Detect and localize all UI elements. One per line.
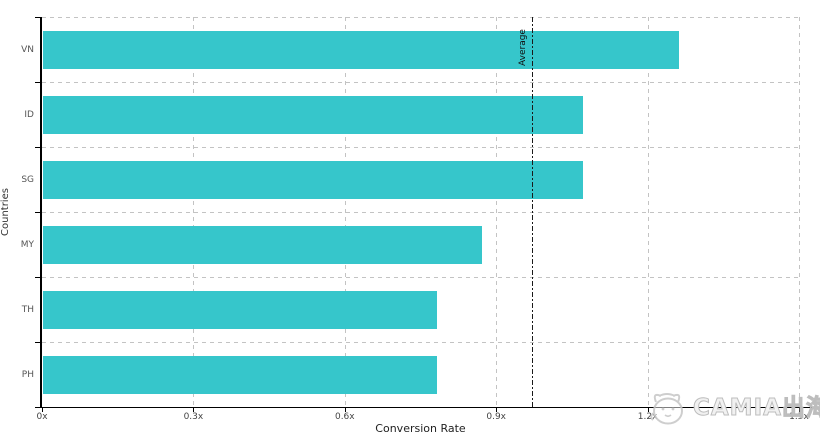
bar-sg [43, 160, 583, 199]
x-tick-label: 0.9x [486, 412, 506, 422]
x-axis-title: Conversion Rate [375, 422, 466, 435]
camia-mascot-logo-icon [650, 393, 683, 425]
average-line-label: Average [517, 29, 528, 66]
y-gridline [42, 17, 799, 18]
x-tick-mark [647, 407, 649, 412]
x-tick-label: 0.6x [334, 412, 355, 422]
y-tick-mark [35, 212, 40, 213]
y-gridline [42, 82, 799, 83]
bar-th [43, 290, 437, 329]
bar-ph [43, 355, 437, 394]
x-tick-label: 0.3x [183, 412, 204, 422]
bar-my [43, 225, 483, 264]
y-tick-mark [35, 82, 40, 83]
y-axis-line [40, 17, 42, 407]
x-tick-mark [42, 407, 43, 412]
x-tick-label: 1.2x [637, 412, 658, 422]
x-tick-mark [496, 407, 498, 412]
y-tick-mark [35, 147, 40, 148]
y-tick-label: MY [20, 239, 34, 250]
y-tick-label: SG [21, 174, 34, 185]
x-tick-mark [799, 407, 800, 412]
watermark: CAMIA出海 [644, 389, 820, 427]
x-gridline [496, 17, 498, 407]
y-gridline [42, 277, 799, 278]
x-gridline [344, 17, 346, 407]
x-axis-line [40, 407, 818, 408]
x-tick-label: 0x [36, 412, 48, 422]
y-gridline [42, 212, 799, 213]
x-tick-mark [193, 407, 195, 412]
y-tick-label: VN [21, 44, 34, 55]
y-tick-mark [35, 407, 40, 408]
watermark-text: CAMIA出海 [693, 395, 820, 422]
y-tick-mark [35, 342, 40, 343]
y-gridline [42, 342, 799, 343]
x-tick-mark [344, 407, 346, 412]
bar-vn [43, 30, 679, 69]
y-tick-mark [35, 277, 40, 278]
y-tick-mark [35, 17, 40, 18]
y-tick-label: ID [24, 109, 34, 120]
y-gridline [42, 147, 799, 148]
y-tick-label: PH [21, 369, 34, 380]
x-gridline [799, 17, 800, 407]
bar-id [43, 95, 583, 134]
x-gridline [193, 17, 195, 407]
x-tick-label: 1.5x [789, 412, 809, 422]
x-gridline [647, 17, 649, 407]
y-tick-label: TH [21, 304, 34, 315]
average-line [531, 17, 533, 407]
